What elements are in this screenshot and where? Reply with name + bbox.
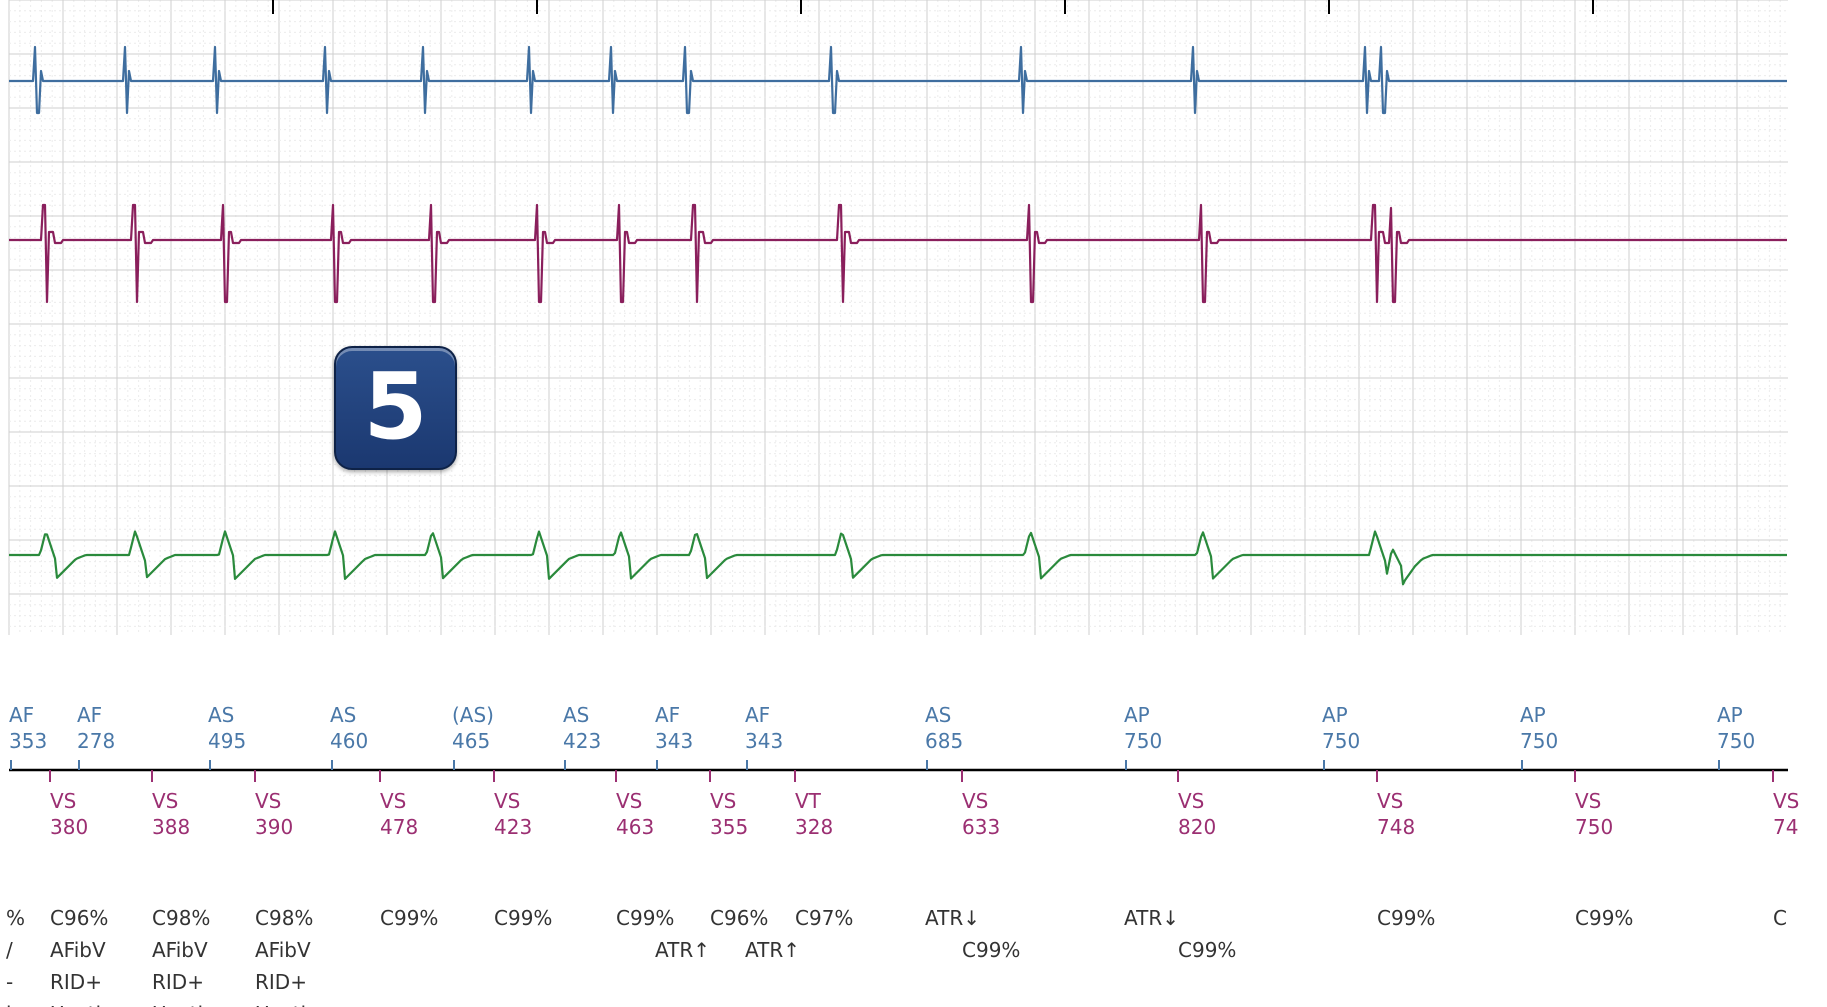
atrial-event-label: AS	[208, 703, 234, 727]
ventricular-event-label: VS	[1377, 789, 1403, 813]
atrial-event-label: AF	[77, 703, 102, 727]
marker-annotation: RID+	[50, 970, 102, 994]
ventricular-event-label: VS	[152, 789, 178, 813]
marker-annotation: Unstb	[255, 1002, 313, 1007]
atrial-event-label: AS	[925, 703, 951, 727]
ventricular-event-interval: 355	[710, 815, 748, 839]
step-number-badge: 5	[334, 346, 457, 470]
atrial-event-label: AP	[1124, 703, 1150, 727]
marker-annotation: C99%	[494, 906, 552, 930]
ventricular-event-label: VS	[494, 789, 520, 813]
atrial-event-interval: 278	[77, 729, 115, 753]
atrial-event-label: AP	[1717, 703, 1743, 727]
atrial-event-label: AF	[745, 703, 770, 727]
marker-annotation: Unstb	[50, 1002, 108, 1007]
ventricular-event-interval: 423	[494, 815, 532, 839]
egm-channel-1	[9, 47, 1787, 113]
marker-annotation: ATR↑	[745, 938, 800, 962]
marker-annotation: C98%	[255, 906, 313, 930]
marker-annotation: Unstb	[152, 1002, 210, 1007]
atrial-event-interval: 343	[745, 729, 783, 753]
marker-annotation: RID+	[255, 970, 307, 994]
ventricular-event-label: VS	[1773, 789, 1799, 813]
ventricular-event-label: VS	[380, 789, 406, 813]
ventricular-event-interval: 74	[1773, 815, 1798, 839]
atrial-event-interval: 685	[925, 729, 963, 753]
marker-annotation: ATR↓	[1124, 906, 1179, 930]
marker-annotation: C99%	[616, 906, 674, 930]
ventricular-event-label: VS	[962, 789, 988, 813]
marker-annotation: AFibV	[255, 938, 311, 962]
atrial-event-interval: 460	[330, 729, 368, 753]
marker-annotation: C99%	[1178, 938, 1236, 962]
marker-annotation: C96%	[50, 906, 108, 930]
marker-annotation: C98%	[152, 906, 210, 930]
egm-channel-3	[9, 531, 1787, 584]
marker-annotation: ATR↓	[925, 906, 980, 930]
marker-annotation: C99%	[380, 906, 438, 930]
atrial-event-interval: 343	[655, 729, 693, 753]
ventricular-event-interval: 820	[1178, 815, 1216, 839]
marker-annotation: AFibV	[152, 938, 208, 962]
egm-channel-2	[9, 205, 1787, 302]
atrial-event-interval: 750	[1717, 729, 1755, 753]
marker-annotation: b	[6, 1002, 19, 1007]
ventricular-event-interval: 748	[1377, 815, 1415, 839]
marker-annotation: C97%	[795, 906, 853, 930]
marker-annotation: ATR↑	[655, 938, 710, 962]
ventricular-event-interval: 478	[380, 815, 418, 839]
ventricular-event-interval: 380	[50, 815, 88, 839]
ventricular-event-interval: 388	[152, 815, 190, 839]
ventricular-event-interval: 750	[1575, 815, 1613, 839]
marker-annotation: -	[6, 970, 13, 994]
atrial-event-label: AP	[1520, 703, 1546, 727]
atrial-event-label: AS	[563, 703, 589, 727]
marker-annotation: C	[1773, 906, 1787, 930]
atrial-event-interval: 750	[1124, 729, 1162, 753]
marker-annotation: AFibV	[50, 938, 106, 962]
marker-annotation: C99%	[962, 938, 1020, 962]
atrial-event-interval: 750	[1520, 729, 1558, 753]
ventricular-event-label: VS	[616, 789, 642, 813]
ventricular-event-interval: 390	[255, 815, 293, 839]
marker-annotation: RID+	[152, 970, 204, 994]
atrial-event-label: AP	[1322, 703, 1348, 727]
marker-annotation: C99%	[1377, 906, 1435, 930]
atrial-event-interval: 465	[452, 729, 490, 753]
atrial-event-interval: 495	[208, 729, 246, 753]
ventricular-event-label: VS	[1178, 789, 1204, 813]
atrial-event-interval: 423	[563, 729, 601, 753]
marker-annotation: C96%	[710, 906, 768, 930]
atrial-event-interval: 353	[9, 729, 47, 753]
atrial-event-label: AS	[330, 703, 356, 727]
atrial-event-interval: 750	[1322, 729, 1360, 753]
atrial-event-label: AF	[655, 703, 680, 727]
ventricular-event-interval: 633	[962, 815, 1000, 839]
marker-annotation: %	[6, 906, 25, 930]
ventricular-event-label: VS	[710, 789, 736, 813]
ventricular-event-interval: 463	[616, 815, 654, 839]
ventricular-event-interval: 328	[795, 815, 833, 839]
ventricular-event-label: VS	[255, 789, 281, 813]
atrial-event-label: (AS)	[452, 703, 494, 727]
ventricular-event-label: VS	[1575, 789, 1601, 813]
grid-lines	[9, 0, 1788, 635]
marker-annotation: /	[6, 938, 13, 962]
ventricular-event-label: VS	[50, 789, 76, 813]
atrial-event-label: AF	[9, 703, 34, 727]
marker-annotation: C99%	[1575, 906, 1633, 930]
ventricular-event-label: VT	[795, 789, 822, 813]
